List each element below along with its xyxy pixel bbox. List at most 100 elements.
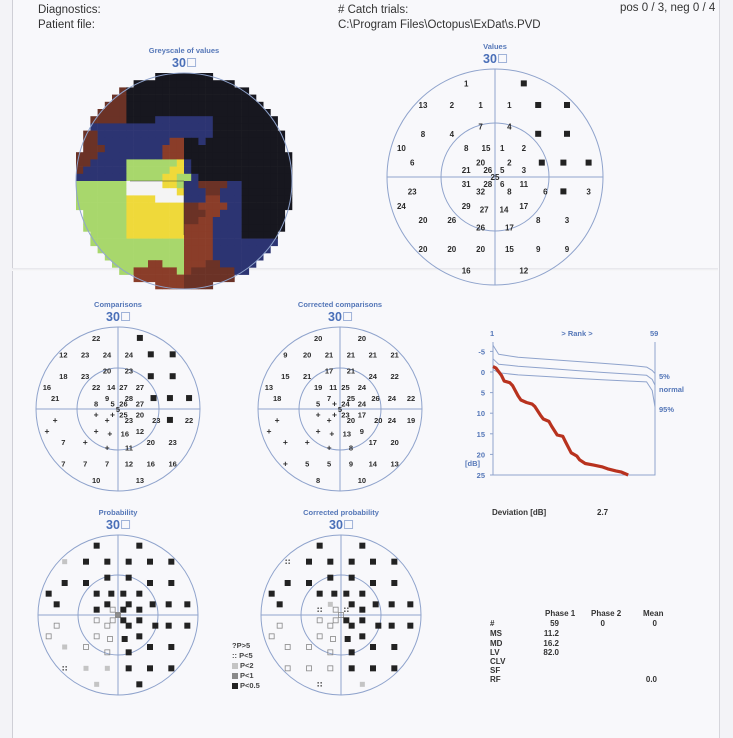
greyscale-cell: [248, 123, 257, 131]
greyscale-cell: [212, 152, 221, 160]
greyscale-cell: [234, 137, 242, 146]
value-label: +: [332, 409, 337, 419]
greyscale-cell: [126, 267, 134, 275]
greyscale-cell: [191, 281, 199, 290]
greyscale-cell: [148, 274, 156, 283]
greyscale-cell: [205, 238, 214, 247]
legend-label: P<0.5: [240, 681, 260, 690]
normal-open-square-mark: [268, 633, 275, 640]
corrected-comparisons-field: 20 20 9 20 21 21 21 21 15 21 17 21 24 22 13 19 11 25 24 18 7…: [254, 323, 426, 495]
greyscale-cell: [104, 173, 113, 182]
light-grey-square-icon: [232, 663, 238, 669]
value-label: 9: [360, 427, 364, 436]
greyscale-cell: [198, 130, 206, 139]
p05-square-mark: [276, 601, 283, 608]
greyscale-cell: [263, 130, 271, 139]
greyscale-cell: [191, 217, 199, 225]
p05-square-mark: [152, 622, 159, 629]
greyscale-cell: [162, 260, 170, 268]
greyscale-cell: [227, 209, 235, 218]
greyscale-cell: [241, 267, 250, 275]
greyscale-cell: [220, 202, 228, 211]
p05-square-mark: [83, 580, 89, 586]
normal-open-square-mark: [330, 636, 336, 642]
greyscale-cell: [112, 260, 120, 268]
greyscale-cell: [133, 267, 142, 275]
greyscale-cell: [126, 173, 134, 182]
black-square-icon: [232, 683, 238, 689]
greyscale-cell: [112, 130, 120, 139]
greyscale-cell: [184, 253, 192, 261]
value-label: 23: [408, 187, 417, 196]
value-label: +: [316, 426, 321, 436]
value-label: 26: [119, 400, 127, 409]
greyscale-cell: [155, 267, 163, 275]
greyscale-cell: [198, 152, 206, 160]
greyscale-cell: [119, 238, 127, 247]
greyscale-cell: [112, 224, 120, 232]
greyscale-cell: [176, 260, 185, 268]
greyscale-cell: [83, 152, 91, 160]
greyscale-cell: [140, 109, 149, 117]
greyscale-cell: [169, 145, 178, 153]
greyscale-cell: [90, 188, 98, 196]
greyscale-cell: [212, 116, 221, 124]
greyscale-cell: [126, 101, 134, 110]
greyscale-cell: [176, 209, 185, 218]
greyscale-cell: [162, 188, 170, 196]
paper-fold: [12, 268, 718, 271]
value-label: 24: [103, 350, 112, 359]
greyscale-cell: [184, 130, 192, 139]
greyscale-cell: [140, 202, 149, 211]
program-label: 30: [329, 518, 353, 532]
greyscale-cell: [155, 130, 163, 139]
greyscale-cell: [241, 253, 250, 261]
p05-square-mark: [125, 622, 132, 629]
value-label: 3: [522, 166, 527, 175]
greyscale-cell: [234, 173, 242, 182]
greyscale-cell: [155, 109, 163, 117]
greyscale-cell: [112, 231, 120, 239]
greyscale-cell: [148, 253, 156, 261]
greyscale-cell: [126, 231, 134, 239]
greyscale-cell: [176, 166, 185, 175]
greyscale-cell: [104, 188, 113, 196]
p5-dot-mark: [288, 559, 290, 561]
greyscale-cell: [140, 260, 149, 268]
greyscale-cell: [220, 217, 228, 225]
greyscale-cell: [126, 137, 134, 146]
greyscale-cell: [133, 130, 142, 139]
p05-square-mark: [125, 649, 132, 656]
p05-square-mark: [344, 636, 351, 642]
p05-square-mark: [108, 590, 115, 597]
value-label: 7: [61, 460, 65, 469]
p05-square-mark: [165, 601, 172, 608]
greyscale-cell: [140, 130, 149, 139]
column-header: Mean: [643, 609, 664, 618]
p05-square-mark: [370, 665, 376, 672]
greyscale-cell: [227, 224, 235, 232]
value-label: 27: [119, 383, 127, 392]
greyscale-cell: [162, 209, 170, 218]
value-label: 17: [325, 367, 333, 376]
greyscale-cell: [176, 217, 185, 225]
p05-square-mark: [136, 617, 143, 624]
p5-dot-mark: [65, 666, 67, 668]
greyscale-cell: [191, 116, 199, 124]
greyscale-cell: [104, 224, 113, 232]
greyscale-cell: [198, 181, 206, 189]
greyscale-cell: [256, 253, 264, 261]
greyscale-cell: [126, 217, 134, 225]
greyscale-cell: [205, 173, 214, 182]
greyscale-cell: [104, 181, 113, 189]
greyscale-cell: [205, 137, 214, 146]
greyscale-cell: [140, 195, 149, 203]
greyscale-cell: [140, 166, 149, 175]
value-label: 26: [476, 223, 485, 232]
row-label: LV: [490, 648, 500, 657]
greyscale-cell: [97, 188, 106, 196]
greyscale-cell: [112, 253, 120, 261]
probability-legend: ?P>5 :: P<5 P<2 P<1 P<0.5: [232, 641, 260, 691]
greyscale-cell: [205, 73, 214, 81]
